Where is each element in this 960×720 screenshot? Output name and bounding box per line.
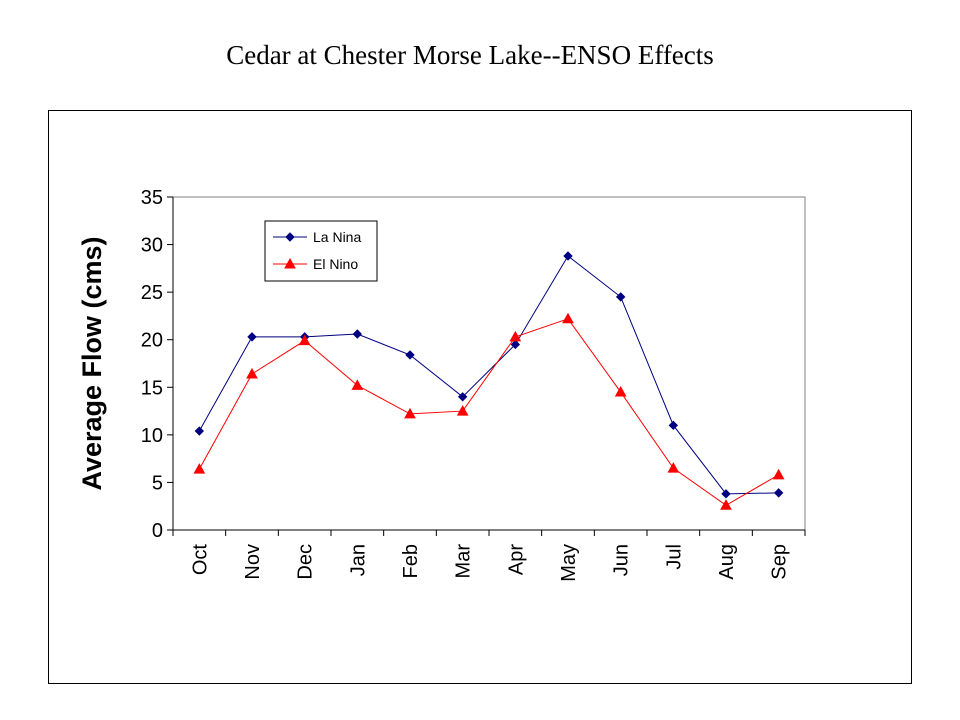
x-tick-label: Nov bbox=[242, 544, 264, 580]
x-tick-label: Aug bbox=[716, 544, 738, 580]
legend-label: La Nina bbox=[313, 229, 361, 245]
data-point bbox=[298, 334, 311, 346]
series-line bbox=[198, 318, 779, 506]
data-point bbox=[456, 405, 469, 416]
data-point bbox=[614, 386, 627, 397]
data-point bbox=[510, 339, 521, 350]
x-tick-label: Feb bbox=[400, 544, 422, 578]
data-point bbox=[563, 251, 573, 261]
series-el-nino bbox=[193, 312, 785, 510]
data-point bbox=[667, 462, 680, 473]
y-tick-label: 20 bbox=[141, 330, 163, 352]
data-point bbox=[284, 257, 296, 269]
x-tick-label: Sep bbox=[769, 544, 791, 580]
slide-title: Cedar at Chester Morse Lake--ENSO Effect… bbox=[226, 40, 714, 70]
data-point bbox=[721, 489, 731, 499]
legend-item: El Nino bbox=[273, 256, 358, 272]
data-point bbox=[562, 312, 574, 324]
data-point bbox=[668, 420, 679, 431]
legend-box bbox=[264, 220, 378, 282]
y-tick-label: 15 bbox=[141, 377, 163, 399]
data-point bbox=[457, 392, 468, 402]
y-tick-label: 35 bbox=[141, 187, 163, 209]
data-point bbox=[285, 232, 295, 242]
data-point bbox=[720, 499, 732, 510]
series-line bbox=[198, 255, 779, 495]
chart-frame: 0 5 10 15 20 25 30 35 Oct Nov Dec Jan Feb Mar Apr May Ju… bbox=[48, 110, 912, 684]
y-tick-label: 30 bbox=[141, 235, 163, 257]
data-point bbox=[352, 329, 363, 339]
data-point bbox=[193, 463, 206, 474]
x-tick-label: Jul bbox=[663, 544, 685, 570]
data-point bbox=[247, 332, 257, 342]
y-tick-label: 0 bbox=[152, 520, 163, 542]
y-tick-label: 25 bbox=[141, 282, 163, 304]
data-point bbox=[405, 350, 415, 360]
data-point bbox=[404, 407, 416, 419]
x-tick-label: May bbox=[558, 544, 580, 582]
x-tick-label: Mar bbox=[453, 544, 475, 579]
y-tick-label: 5 bbox=[152, 472, 163, 494]
series-la-nina bbox=[194, 251, 784, 499]
x-tick-label: Jan bbox=[347, 544, 369, 576]
y-axis-label: Average Flow (cms) bbox=[77, 236, 107, 490]
data-point bbox=[194, 426, 205, 436]
legend-label: El Nino bbox=[313, 256, 358, 272]
data-point bbox=[351, 379, 364, 390]
x-tick-label: Jun bbox=[611, 544, 633, 576]
y-tick-label: 10 bbox=[141, 425, 163, 447]
x-tick-label: Dec bbox=[295, 544, 317, 580]
data-point bbox=[246, 367, 258, 379]
data-point bbox=[615, 292, 626, 302]
data-point bbox=[772, 468, 785, 480]
legend-item: La Nina bbox=[273, 229, 361, 245]
x-tick-label: Oct bbox=[189, 544, 211, 576]
data-point bbox=[773, 488, 784, 498]
legend: La Nina El Nino bbox=[264, 220, 378, 282]
line-chart: 0 5 10 15 20 25 30 35 Oct Nov Dec Jan Feb Mar Apr May Ju… bbox=[77, 187, 806, 582]
data-point bbox=[509, 330, 522, 342]
x-tick-label: Apr bbox=[505, 544, 527, 575]
